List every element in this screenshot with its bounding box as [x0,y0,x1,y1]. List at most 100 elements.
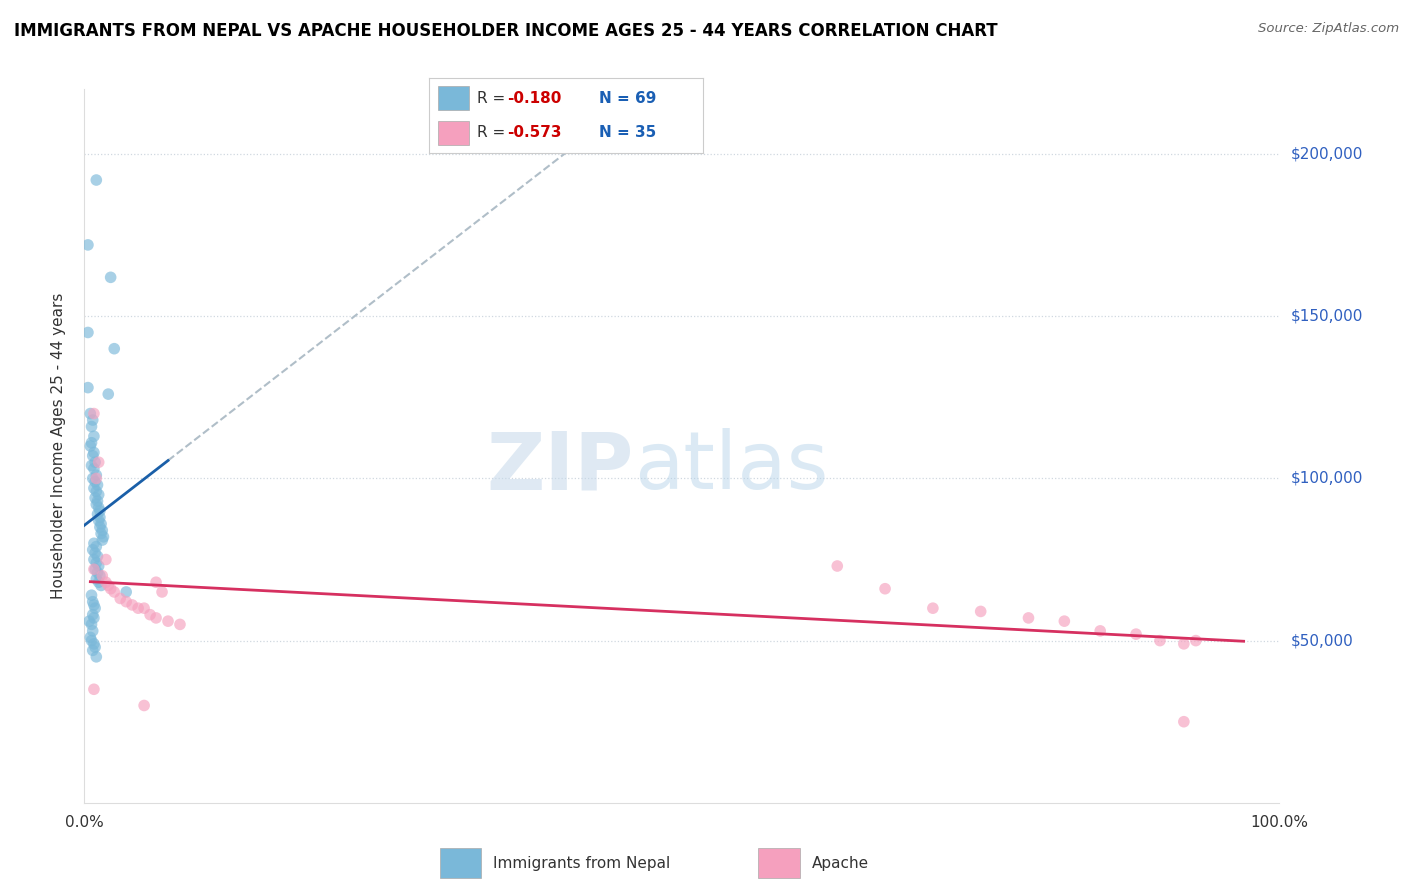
Point [79,407,101,421]
Point [89,520,111,534]
Point [84,546,107,560]
Point [145,575,167,590]
Text: $100,000: $100,000 [1291,471,1362,486]
Bar [439,120,468,145]
Point [80,419,103,434]
Point [84,468,107,483]
Point [875,582,897,596]
Point [86,566,108,580]
Point [97,578,120,592]
Point [82,413,104,427]
Point [90,526,112,541]
Point [79,631,101,645]
Point [84,173,107,187]
Point [84,640,107,654]
Text: Apache: Apache [811,856,869,871]
Point [82,607,104,622]
Point [103,342,125,356]
Text: $200,000: $200,000 [1291,146,1362,161]
Point [86,478,108,492]
Point [83,429,105,443]
Point [115,595,138,609]
Point [145,611,167,625]
Point [82,595,104,609]
Text: ZIP: ZIP [486,428,634,507]
Point [87,514,110,528]
Point [132,601,156,615]
Point [84,562,107,576]
Text: -0.180: -0.180 [508,91,561,105]
Point [89,568,111,582]
Point [83,481,105,495]
Point [121,598,143,612]
Point [83,611,105,625]
Text: Source: ZipAtlas.com: Source: ZipAtlas.com [1258,22,1399,36]
Point [1088,624,1111,638]
Point [825,559,848,574]
Text: N = 69: N = 69 [599,91,657,105]
Point [77,238,100,252]
Point [922,601,945,615]
Point [82,471,104,485]
Point [110,591,132,606]
Point [77,326,100,340]
Bar [758,848,800,879]
Point [1173,637,1195,651]
Point [79,439,101,453]
Text: R =: R = [477,91,510,105]
Point [169,617,191,632]
Point [83,552,105,566]
Point [91,533,114,547]
Point [82,542,104,557]
Point [87,559,110,574]
Point [94,552,117,566]
Point [87,500,110,515]
Point [157,614,180,628]
Point [91,524,114,538]
Point [1149,633,1171,648]
Text: IMMIGRANTS FROM NEPAL VS APACHE HOUSEHOLDER INCOME AGES 25 - 44 YEARS CORRELATIO: IMMIGRANTS FROM NEPAL VS APACHE HOUSEHOL… [14,22,998,40]
Point [83,445,105,459]
Point [83,562,105,576]
Point [80,617,103,632]
Point [970,604,993,618]
Point [100,582,122,596]
Point [103,585,125,599]
Point [80,633,103,648]
Text: N = 35: N = 35 [599,126,657,140]
Point [77,381,100,395]
Point [115,585,138,599]
Point [1173,714,1195,729]
Point [97,387,120,401]
Y-axis label: Householder Income Ages 25 - 44 years: Householder Income Ages 25 - 44 years [51,293,66,599]
Point [84,455,107,469]
Point [90,578,112,592]
Point [83,407,105,421]
Point [83,637,105,651]
Point [82,643,104,657]
Point [87,455,110,469]
Point [84,649,107,664]
Point [84,601,107,615]
Point [127,601,149,615]
Point [150,585,173,599]
Point [86,507,108,521]
Point [91,568,114,582]
Point [83,598,105,612]
Point [84,484,107,499]
Point [86,494,108,508]
Point [83,682,105,697]
Point [100,270,122,285]
Point [84,471,107,485]
Point [1184,633,1206,648]
Text: -0.573: -0.573 [508,126,561,140]
Text: atlas: atlas [634,428,828,507]
Point [89,510,111,524]
Point [87,488,110,502]
Bar [439,86,468,111]
Point [89,504,111,518]
Text: R =: R = [477,126,510,140]
Text: $150,000: $150,000 [1291,309,1362,324]
Point [94,575,117,590]
Point [82,624,104,638]
